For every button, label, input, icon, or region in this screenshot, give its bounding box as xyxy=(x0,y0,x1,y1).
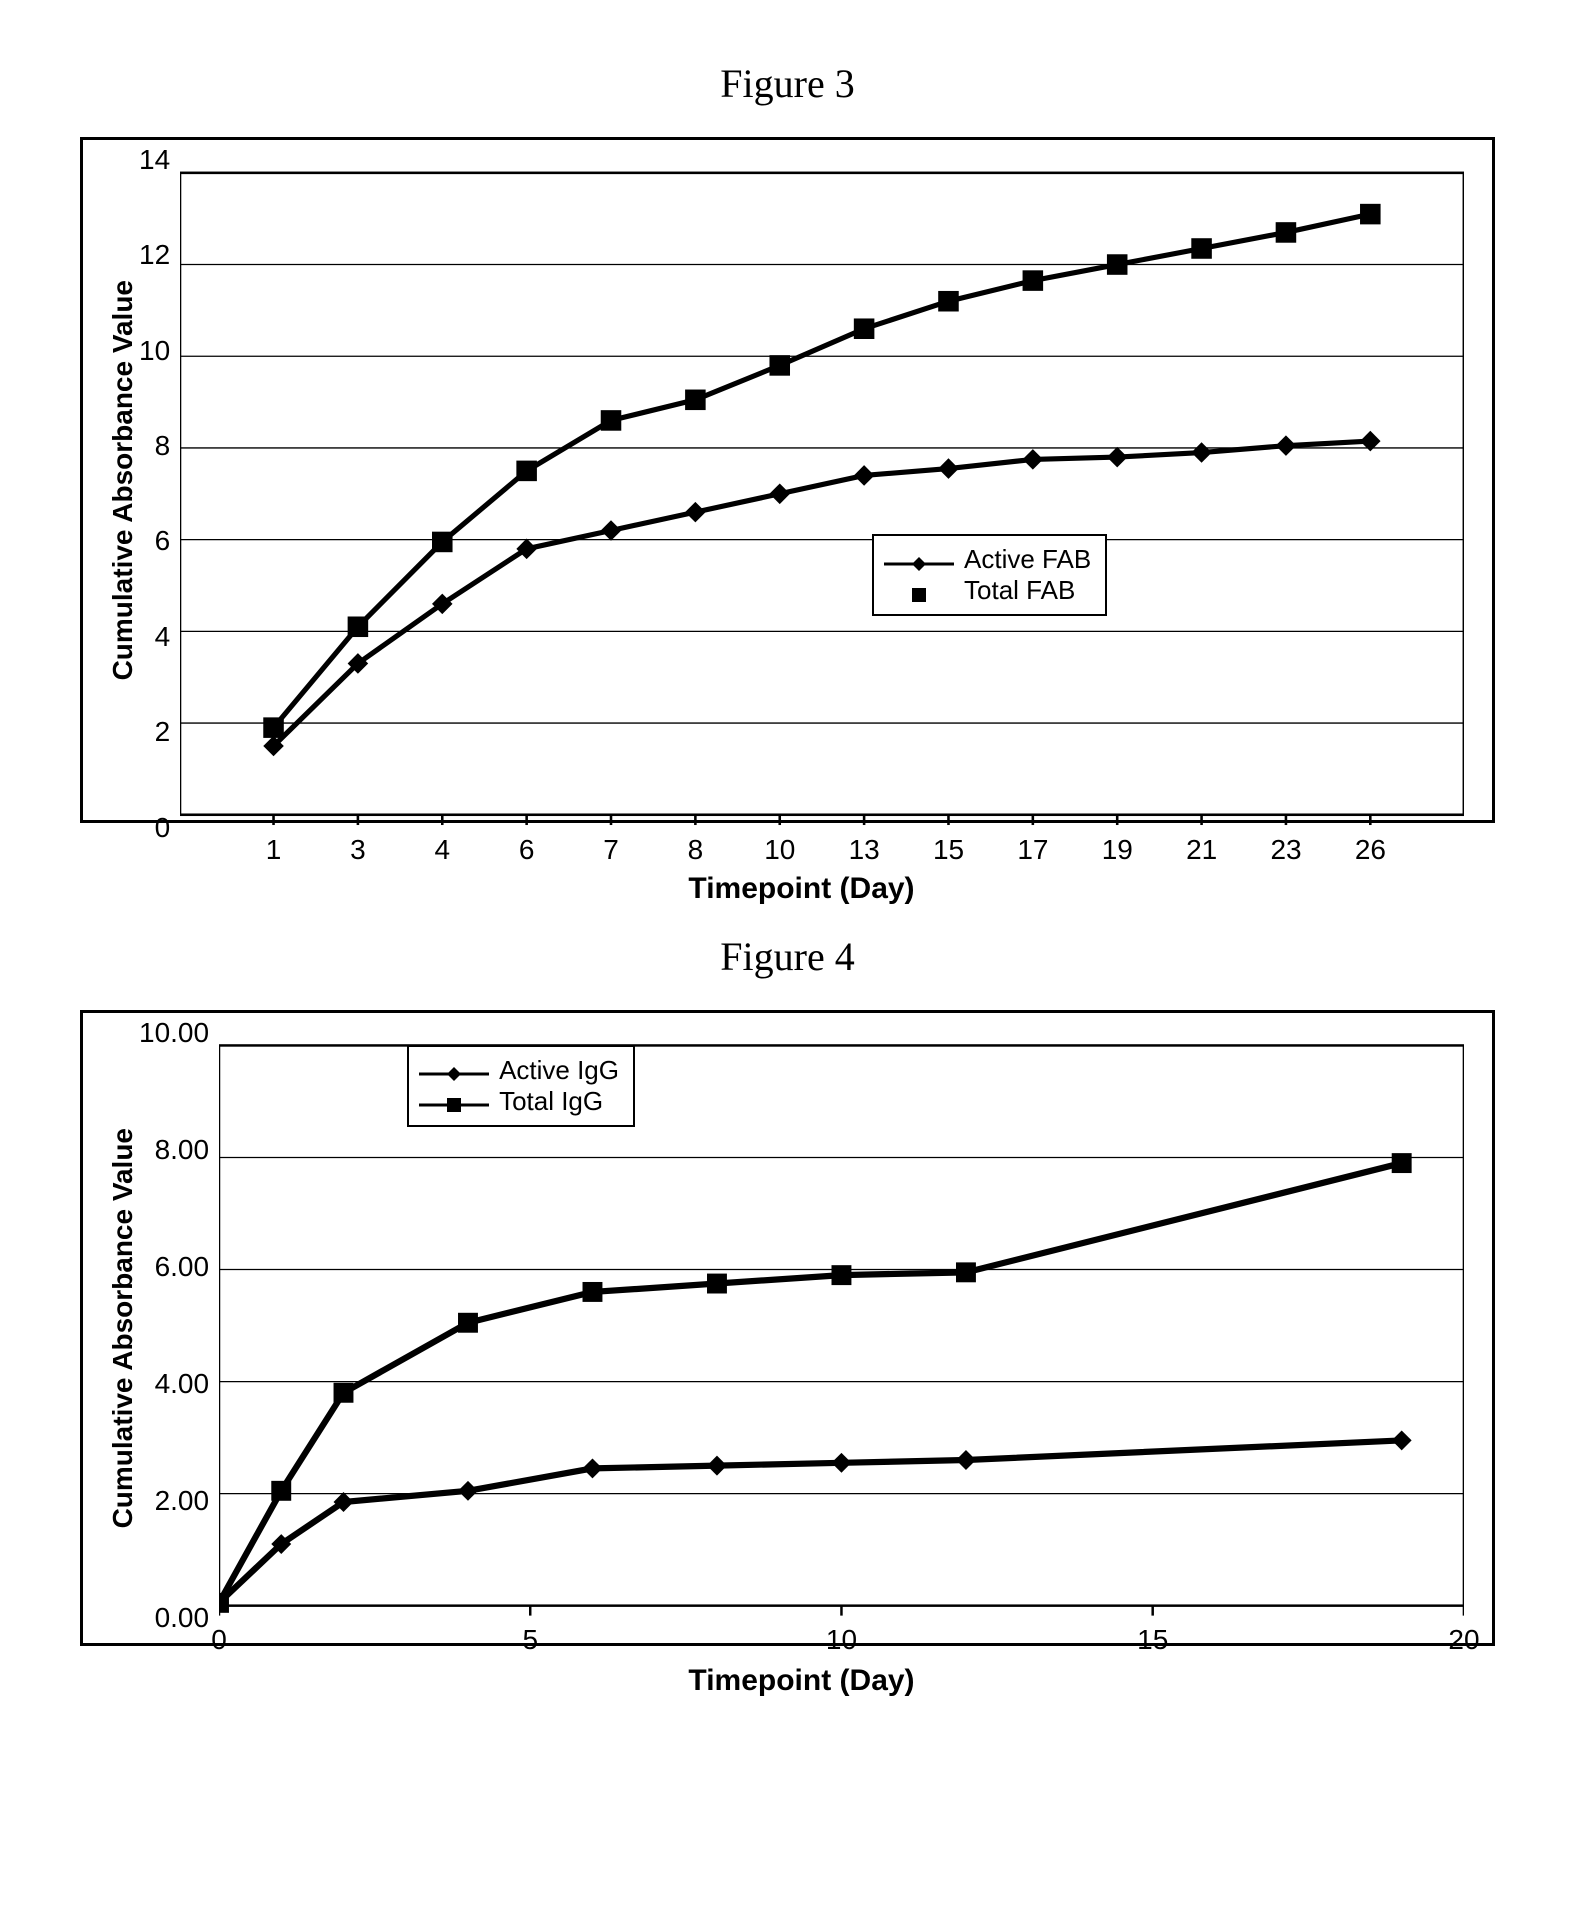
figure-4-xlabel: Timepoint (Day) xyxy=(139,1664,1464,1698)
xtick-label: 23 xyxy=(1244,834,1328,866)
xtick-label: 21 xyxy=(1159,834,1243,866)
xtick-label: 7 xyxy=(569,834,653,866)
figure-4-legend: Active IgGTotal IgG xyxy=(407,1045,635,1127)
xtick-label: 20 xyxy=(1448,1624,1479,1656)
figure-4-title: Figure 4 xyxy=(80,933,1495,980)
legend-marker-icon xyxy=(419,1060,489,1080)
xtick-label: 10 xyxy=(738,834,822,866)
legend-label: Total FAB xyxy=(964,575,1075,606)
figure-3-chart-frame: Cumulative Absorbance Value 14121086420 … xyxy=(80,137,1495,823)
figure-3-xticks: 1346781013151719212326 xyxy=(180,834,1464,866)
xtick-label: 13 xyxy=(822,834,906,866)
legend-marker-icon xyxy=(884,550,954,570)
legend-item: Active IgG xyxy=(419,1055,619,1086)
legend-label: Active FAB xyxy=(964,544,1091,575)
figure-3-legend: Active FABTotal FAB xyxy=(872,534,1107,616)
figure-4-xticks: 05101520 xyxy=(219,1624,1464,1658)
xtick-label: 0 xyxy=(211,1624,227,1656)
legend-item: Total FAB xyxy=(884,575,1091,606)
xtick-label: 26 xyxy=(1328,834,1412,866)
xtick-label: 17 xyxy=(991,834,1075,866)
figure-4-yticks: 10.008.006.004.002.000.00 xyxy=(139,1033,219,1618)
xtick-label: 8 xyxy=(653,834,737,866)
figure-4-plot xyxy=(219,1033,1464,1618)
figure-4-ylabel: Cumulative Absorbance Value xyxy=(103,1128,139,1528)
xtick-label: 5 xyxy=(522,1624,538,1656)
xtick-label: 1 xyxy=(231,834,315,866)
figure-4-chart-frame: Cumulative Absorbance Value 10.008.006.0… xyxy=(80,1010,1495,1646)
figure-4: Figure 4 Cumulative Absorbance Value 10.… xyxy=(80,933,1495,1646)
xtick-label: 15 xyxy=(906,834,990,866)
xtick-label: 15 xyxy=(1137,1624,1168,1656)
xtick-label: 10 xyxy=(826,1624,857,1656)
legend-item: Total IgG xyxy=(419,1086,619,1117)
xtick-label: 4 xyxy=(400,834,484,866)
xtick-label: 19 xyxy=(1075,834,1159,866)
figure-3-plot xyxy=(180,160,1464,828)
legend-label: Total IgG xyxy=(499,1086,603,1117)
legend-marker-icon xyxy=(884,581,954,601)
figure-3-yticks: 14121086420 xyxy=(139,160,180,828)
figure-3: Figure 3 Cumulative Absorbance Value 141… xyxy=(80,60,1495,823)
figure-3-title: Figure 3 xyxy=(80,60,1495,107)
legend-label: Active IgG xyxy=(499,1055,619,1086)
legend-marker-icon xyxy=(419,1091,489,1111)
xtick-label: 3 xyxy=(316,834,400,866)
figure-3-xlabel: Timepoint (Day) xyxy=(139,872,1464,906)
xtick-label: 6 xyxy=(484,834,568,866)
legend-item: Active FAB xyxy=(884,544,1091,575)
figure-3-ylabel: Cumulative Absorbance Value xyxy=(103,280,139,680)
